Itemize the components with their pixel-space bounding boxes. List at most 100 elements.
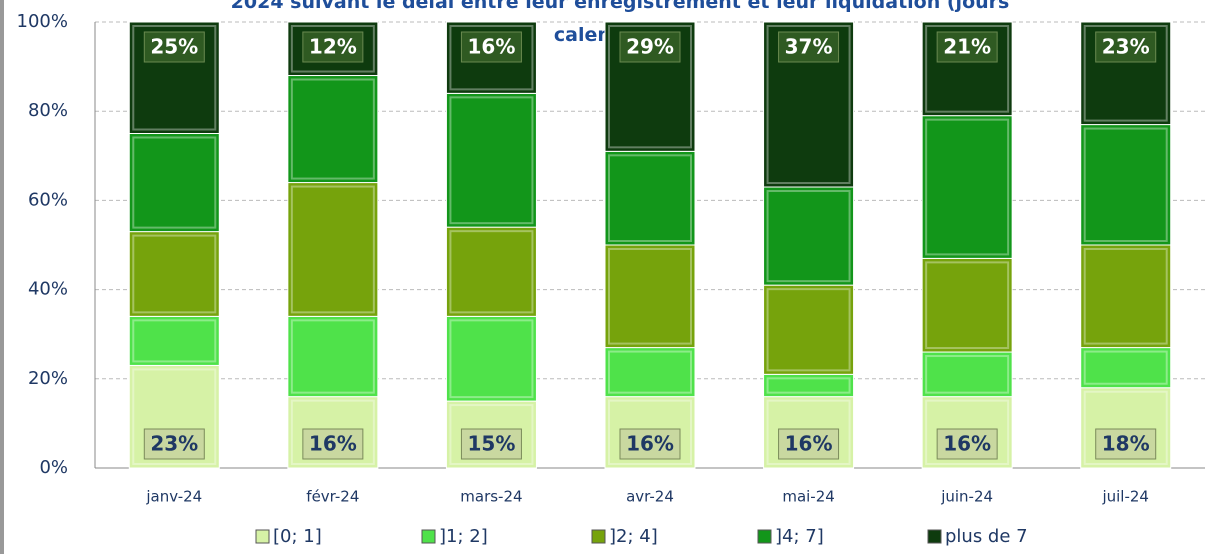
value-label: 23%: [150, 432, 198, 456]
bar-segment: [445, 315, 537, 402]
bar-bevel: [449, 404, 534, 466]
value-label-box: [143, 428, 205, 460]
value-label: 12%: [309, 35, 357, 59]
bar-segment: [128, 315, 220, 366]
legend-swatch: [421, 529, 436, 544]
bar-bevel: [449, 230, 534, 314]
value-label-box: [778, 31, 840, 63]
bar-bevel: [449, 25, 534, 91]
legend-label: ]1; 2]: [439, 526, 488, 547]
value-label: 16%: [309, 432, 357, 456]
bar-segment: [604, 150, 696, 246]
bar-segment: [1080, 124, 1172, 246]
bar-segment: [128, 231, 220, 317]
x-tick-label: mai-24: [782, 488, 834, 506]
bar-segment: [763, 186, 855, 286]
value-label: 21%: [943, 35, 991, 59]
value-label-box: [302, 31, 364, 63]
bar-bevel: [925, 118, 1010, 256]
value-label: 16%: [467, 35, 515, 59]
bar-bevel: [290, 25, 375, 73]
bar-bevel: [449, 319, 534, 399]
y-tick-label: 40%: [28, 279, 68, 300]
value-label: 15%: [467, 432, 515, 456]
value-label-box: [619, 428, 681, 460]
bar-bevel: [766, 288, 851, 372]
value-label: 37%: [785, 35, 833, 59]
bar-bevel: [766, 25, 851, 185]
legend-swatch: [591, 529, 606, 544]
x-tick-label: juin-24: [940, 488, 993, 506]
value-label: 25%: [150, 35, 198, 59]
bar-segment: [921, 115, 1013, 259]
bar-bevel: [608, 350, 692, 394]
y-tick-label: 100%: [17, 11, 68, 32]
value-label: 16%: [785, 432, 833, 456]
frame-edge: [0, 0, 4, 554]
legend-swatch: [255, 529, 270, 544]
bar-bevel: [290, 78, 375, 180]
value-label-box: [1095, 428, 1157, 460]
bar-segment: [445, 92, 537, 228]
value-label: 29%: [626, 35, 674, 59]
legend-label: [0; 1]: [273, 526, 322, 547]
value-label-box: [619, 31, 681, 63]
value-label: 16%: [943, 432, 991, 456]
bar-bevel: [1083, 127, 1168, 242]
bar-bevel: [132, 319, 217, 363]
x-tick-label: mars-24: [460, 488, 522, 506]
bar-bevel: [925, 355, 1010, 394]
legend-swatch: [927, 529, 942, 544]
bar-bevel: [1083, 390, 1168, 465]
bar-segment: [921, 351, 1013, 398]
bar-bevel: [925, 399, 1010, 466]
bar-segment: [445, 226, 537, 317]
bar-bevel: [290, 399, 375, 466]
bar-bevel: [608, 154, 692, 242]
bar-segment: [921, 257, 1013, 353]
bar-segment: [763, 284, 855, 375]
bar-bevel: [132, 25, 217, 131]
bar-bevel: [449, 96, 534, 225]
legend-label: ]4; 7]: [775, 526, 824, 547]
value-label: 23%: [1102, 35, 1150, 59]
value-label: 18%: [1102, 432, 1150, 456]
y-tick-label: 20%: [28, 368, 68, 389]
value-label-box: [302, 428, 364, 460]
bar-segment: [287, 182, 379, 317]
bar-bevel: [290, 319, 375, 394]
value-label: 16%: [626, 432, 674, 456]
bar-segment: [128, 133, 220, 233]
bar-bevel: [766, 377, 851, 394]
bar-bevel: [132, 368, 217, 466]
bar-bevel: [1083, 350, 1168, 385]
value-label-box: [460, 31, 522, 63]
bar-bevel: [608, 399, 692, 466]
x-tick-label: janv-24: [145, 488, 202, 506]
value-label-box: [460, 428, 522, 460]
bar-bevel: [1083, 248, 1168, 345]
bar-bevel: [132, 234, 217, 314]
value-label-box: [936, 31, 998, 63]
bar-segment: [1080, 244, 1172, 349]
bar-bevel: [608, 25, 692, 149]
bar-bevel: [925, 25, 1010, 113]
x-tick-label: juil-24: [1101, 488, 1149, 506]
bar-segment: [604, 347, 696, 398]
x-tick-label: févr-24: [306, 488, 359, 506]
legend-swatch: [757, 529, 772, 544]
value-label-box: [936, 428, 998, 460]
value-label-box: [143, 31, 205, 63]
bar-bevel: [132, 136, 217, 229]
y-tick-label: 60%: [28, 189, 68, 210]
x-tick-label: avr-24: [626, 488, 674, 506]
y-tick-label: 0%: [39, 457, 68, 478]
y-tick-label: 80%: [28, 100, 68, 121]
legend-label: ]2; 4]: [609, 526, 658, 547]
value-label-box: [778, 428, 840, 460]
bar-segment: [287, 75, 379, 184]
bar-bevel: [766, 190, 851, 283]
value-label-box: [1095, 31, 1157, 63]
bar-bevel: [925, 261, 1010, 350]
